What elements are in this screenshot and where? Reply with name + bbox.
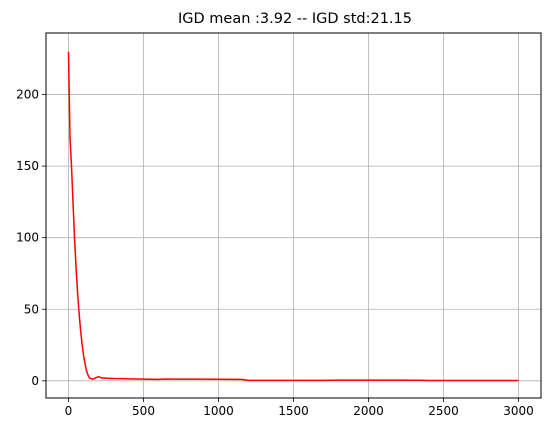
- x-tick-label: 0: [65, 404, 73, 418]
- y-tick-label: 200: [16, 88, 39, 102]
- y-tick-label: 150: [16, 159, 39, 173]
- chart-title: IGD mean :3.92 -- IGD std:21.15: [178, 11, 412, 27]
- y-tick-label: 0: [31, 374, 39, 388]
- x-tick-label: 2500: [428, 404, 459, 418]
- y-tick-label: 100: [16, 231, 39, 245]
- x-tick-label: 2000: [353, 404, 384, 418]
- x-tick-label: 1500: [278, 404, 309, 418]
- x-tick-label: 500: [132, 404, 155, 418]
- grid-layer: [46, 33, 541, 398]
- y-tick-label: 50: [24, 302, 39, 316]
- data-layer: [67, 51, 519, 382]
- x-tick-label: 1000: [203, 404, 234, 418]
- axis-layer: 0 500 1000 1500 2000 2500 3000 0 50 100 150 200: [16, 88, 534, 418]
- series-line-0: [67, 51, 519, 382]
- x-tick-label: 3000: [503, 404, 534, 418]
